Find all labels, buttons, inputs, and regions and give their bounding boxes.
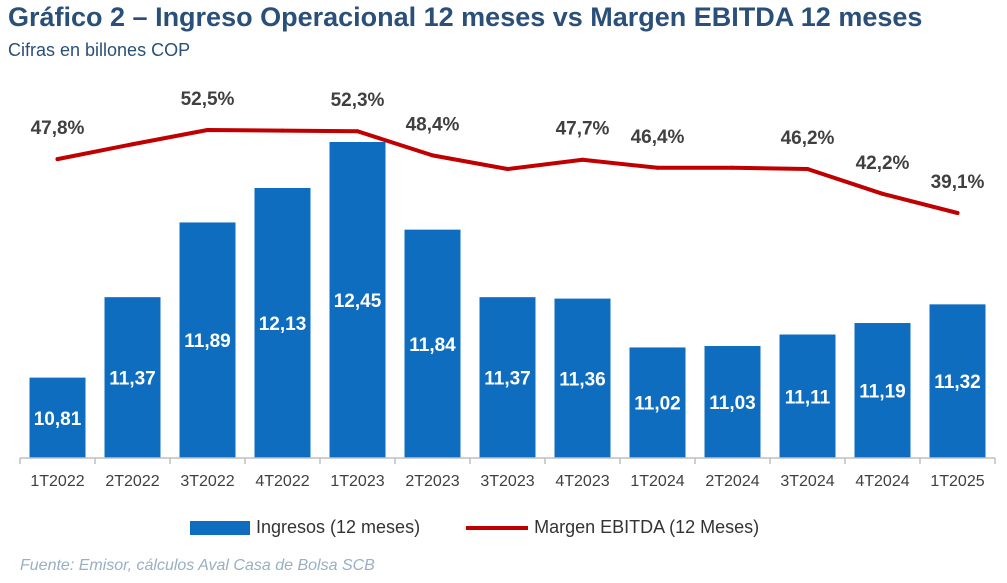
x-tick-label: 4T2024 <box>855 473 909 490</box>
bar-value-label: 12,13 <box>259 314 307 335</box>
bar-value-label: 11,03 <box>709 393 756 414</box>
bar-value-label: 11,19 <box>859 382 906 403</box>
source-note: Fuente: Emisor, cálculos Aval Casa de Bo… <box>20 557 375 574</box>
bar-4T2022 <box>254 187 311 458</box>
bar-3T2023 <box>479 297 536 458</box>
line-value-label: 46,2% <box>781 128 835 149</box>
legend-label-ingresos: Ingresos (12 meses) <box>256 517 421 537</box>
line-point-2T2022 <box>130 142 135 147</box>
bar-value-label: 11,02 <box>634 394 681 415</box>
line-value-label: 46,4% <box>631 127 685 148</box>
chart-title: Gráfico 2 – Ingreso Operacional 12 meses… <box>8 2 923 32</box>
x-tick-label: 2T2022 <box>105 473 159 490</box>
line-value-label: 52,3% <box>331 90 385 111</box>
bar-1T2022 <box>29 377 86 458</box>
bar-4T2024 <box>854 323 911 458</box>
bar-3T2024 <box>779 334 836 458</box>
labels-layer: 10,81 11,37 11,89 12,13 12,45 11,84 11,37 11,36… <box>31 89 985 430</box>
bar-value-label: 11,89 <box>184 331 231 352</box>
legend-item-margen: Margen EBITDA (12 Meses) <box>466 517 759 538</box>
legend-bar-swatch <box>190 520 250 535</box>
line-point-1T2024 <box>655 165 660 170</box>
bar-2T2022 <box>104 297 161 458</box>
line-point-4T2024 <box>880 191 885 196</box>
x-tick-label: 1T2025 <box>930 473 984 490</box>
x-tick-label: 2T2023 <box>405 473 459 490</box>
x-tick-label: 3T2023 <box>480 473 534 490</box>
line-point-4T2022 <box>280 128 285 133</box>
line-value-label: 47,8% <box>31 118 85 139</box>
bar-value-label: 11,37 <box>109 369 156 390</box>
bar-value-label: 11,84 <box>409 335 456 356</box>
line-layer <box>55 128 960 215</box>
line-point-2T2024 <box>730 165 735 170</box>
bar-value-label: 12,45 <box>334 291 382 312</box>
bar-value-label: 11,11 <box>785 387 831 408</box>
bar-1T2023 <box>329 142 386 458</box>
x-tick-label: 4T2022 <box>255 473 309 490</box>
line-value-label: 39,1% <box>931 172 985 193</box>
line-point-1T2022 <box>55 157 60 162</box>
x-tick-label: 3T2024 <box>780 473 834 490</box>
bars-layer <box>29 142 986 458</box>
legend-line-swatch <box>466 525 529 530</box>
legend: Ingresos (12 meses) Margen EBITDA (12 Me… <box>190 517 805 538</box>
bar-3T2022 <box>179 222 236 458</box>
bar-2T2024 <box>704 346 761 458</box>
line-point-1T2023 <box>355 129 360 134</box>
line-point-3T2024 <box>805 167 810 172</box>
legend-label-margen: Margen EBITDA (12 Meses) <box>534 517 760 537</box>
line-point-1T2025 <box>955 211 960 215</box>
line-point-3T2023 <box>505 167 510 172</box>
legend-item-ingresos: Ingresos (12 meses) <box>190 517 420 538</box>
line-value-label: 52,5% <box>181 89 235 110</box>
x-tick-label: 3T2022 <box>180 473 234 490</box>
line-value-label: 47,7% <box>556 119 610 140</box>
line-value-label: 48,4% <box>406 114 460 135</box>
bar-value-label: 10,81 <box>34 409 82 430</box>
line-point-2T2023 <box>430 153 435 158</box>
x-tick-label: 4T2023 <box>555 473 609 490</box>
x-axis: 1T2022 2T2022 3T2022 4T2022 1T2023 2T2023 3T20… <box>19 457 996 490</box>
x-tick-label: 2T2024 <box>705 473 759 490</box>
bar-2T2023 <box>404 229 461 458</box>
bar-4T2023 <box>554 298 611 458</box>
line-value-label: 42,2% <box>856 153 910 174</box>
x-tick-label: 1T2023 <box>330 473 384 490</box>
bar-1T2024 <box>629 347 686 458</box>
line-point-4T2023 <box>580 157 585 162</box>
bar-value-label: 11,32 <box>934 372 981 393</box>
bar-1T2025 <box>929 304 986 458</box>
x-tick-label: 1T2022 <box>30 473 84 490</box>
bar-value-label: 11,37 <box>484 369 531 390</box>
x-tick-label: 1T2024 <box>630 473 684 490</box>
chart-subtitle: Cifras en billones COP <box>8 40 191 60</box>
bar-value-label: 11,36 <box>559 369 606 390</box>
line-point-3T2022 <box>205 128 210 132</box>
